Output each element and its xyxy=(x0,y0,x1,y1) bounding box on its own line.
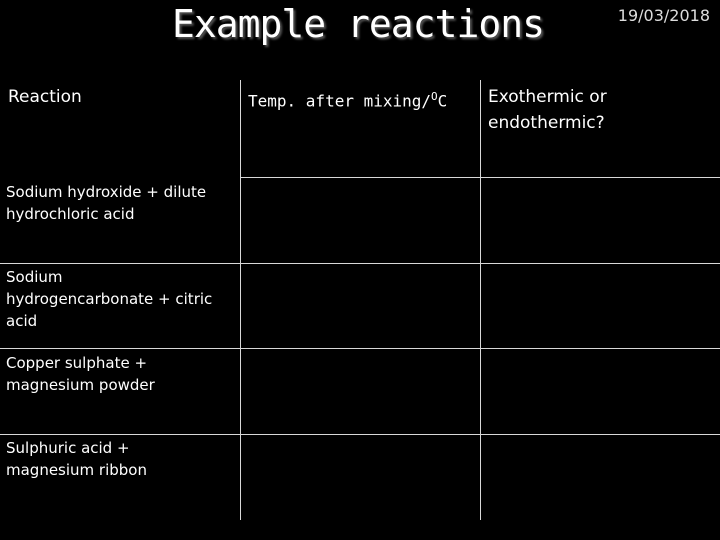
row-divider-1 xyxy=(240,177,720,178)
header-exo-line1: Exothermic or xyxy=(488,87,607,107)
row-2-reaction-line3: acid xyxy=(6,312,38,330)
row-2-reaction-line1: Sodium xyxy=(6,268,63,286)
row-2-temp[interactable] xyxy=(248,266,472,346)
row-divider-3 xyxy=(0,348,720,349)
row-3-reaction-line2: magnesium powder xyxy=(6,376,155,394)
row-4-reaction-line1: Sulphuric acid + xyxy=(6,439,130,457)
slide-date: 19/03/2018 xyxy=(617,6,710,25)
row-1-temp[interactable] xyxy=(248,181,472,261)
row-2-reaction-line2: hydrogencarbonate + citric xyxy=(6,290,213,308)
header-exo-line2: endothermic? xyxy=(488,113,605,133)
row-1-type[interactable] xyxy=(488,181,712,261)
row-4-reaction-line2: magnesium ribbon xyxy=(6,461,147,479)
row-4-type[interactable] xyxy=(488,437,712,517)
row-divider-4 xyxy=(0,434,720,435)
row-1-reaction-line1: Sodium hydroxide + dilute xyxy=(6,183,207,201)
row-divider-2 xyxy=(0,263,720,264)
header-temp-unit: C xyxy=(437,91,448,111)
header-reaction: Reaction xyxy=(8,87,82,107)
row-2-type[interactable] xyxy=(488,266,712,346)
row-3-type[interactable] xyxy=(488,352,712,432)
header-temp: Temp. after mixing/OC xyxy=(248,84,447,114)
row-4-reaction: Sulphuric acid + magnesium ribbon xyxy=(6,437,147,481)
header-exo-endo: Exothermic or endothermic? xyxy=(488,84,607,136)
column-divider-1 xyxy=(240,80,241,520)
row-2-reaction: Sodium hydrogencarbonate + citric acid xyxy=(6,266,212,332)
row-3-reaction-line1: Copper sulphate + xyxy=(6,354,148,372)
header-temp-label: Temp. after mixing/ xyxy=(248,91,432,111)
column-divider-2 xyxy=(480,80,481,520)
row-1-reaction: Sodium hydroxide + dilute hydrochloric a… xyxy=(6,181,206,225)
row-3-reaction: Copper sulphate + magnesium powder xyxy=(6,352,155,396)
row-4-temp[interactable] xyxy=(248,437,472,517)
reactions-table: Reaction Temp. after mixing/OC Exothermi… xyxy=(0,80,720,520)
slide-title: Example reactions xyxy=(172,2,545,46)
row-1-reaction-line2: hydrochloric acid xyxy=(6,205,135,223)
header-temp-degree: O xyxy=(431,90,438,103)
row-3-temp[interactable] xyxy=(248,352,472,432)
